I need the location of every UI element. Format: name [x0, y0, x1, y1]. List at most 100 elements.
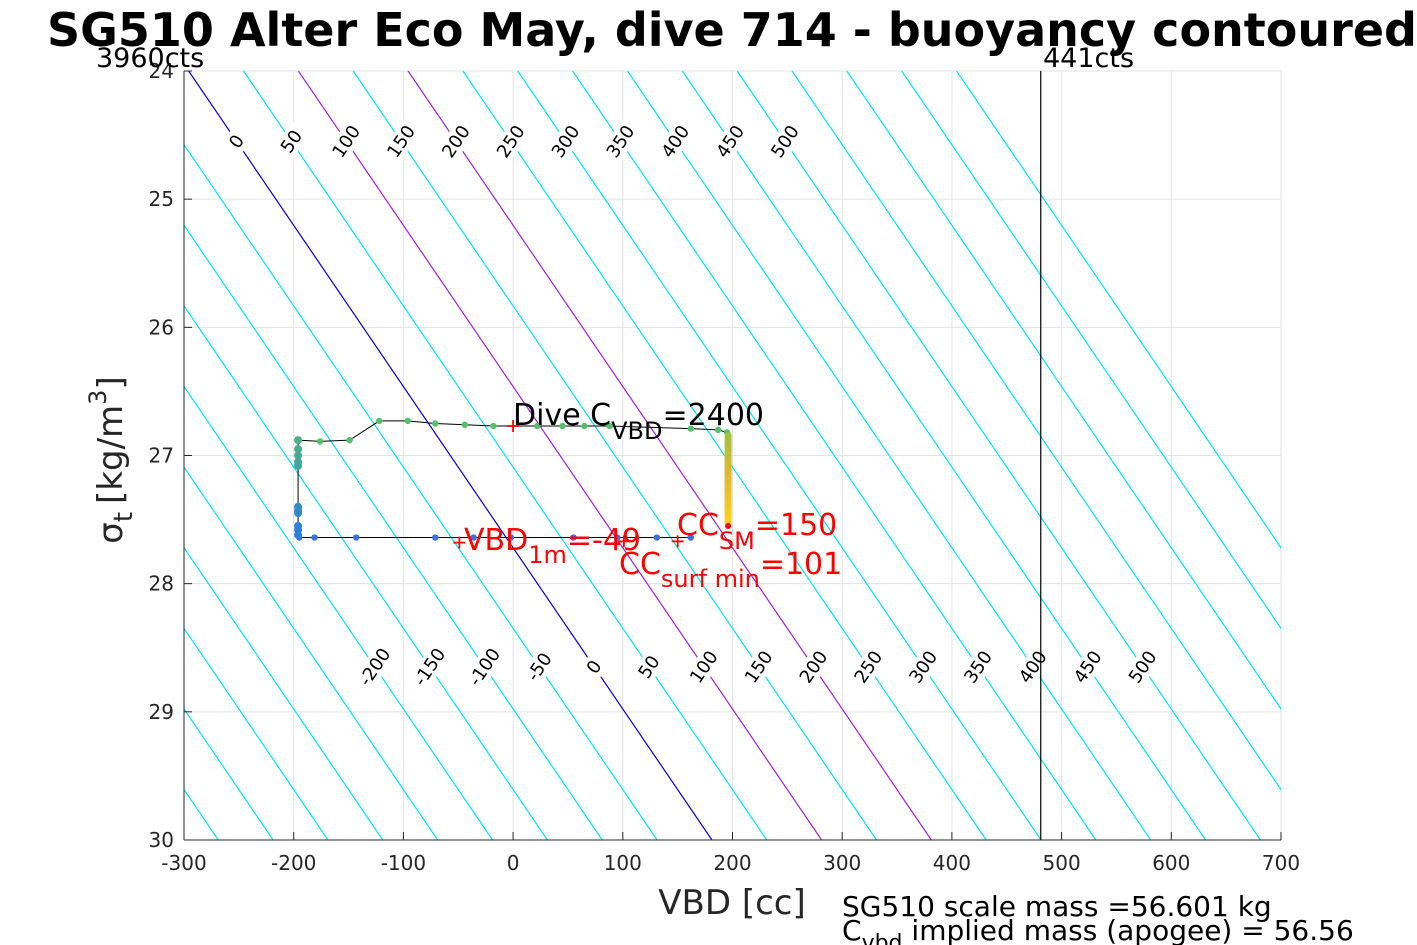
vbd-1m-main: VBD — [464, 523, 528, 558]
buoyancy-contours — [184, 71, 1281, 840]
up-track-point — [606, 422, 613, 430]
dive-track — [294, 417, 732, 541]
vbd-1m-annotation: VBD1m=-49 — [464, 523, 641, 569]
up-track-point — [461, 421, 469, 428]
top-contour-label-bg — [601, 121, 640, 162]
top-contour-label-bg — [547, 121, 585, 162]
contour-line — [184, 546, 384, 840]
turn-point — [294, 461, 303, 470]
contour-line — [901, 71, 1281, 630]
surface-column — [724, 432, 732, 526]
up-track-point — [490, 422, 497, 430]
x-tick-label: 300 — [823, 851, 861, 875]
cc-contour — [297, 71, 823, 840]
x-tick-label: -200 — [271, 851, 316, 875]
bottom-contour-label-bg — [849, 646, 888, 688]
cc-sm-annotation: CCSM=150 — [677, 508, 837, 555]
x-tick-label: -100 — [381, 851, 426, 875]
markers — [453, 420, 732, 549]
bottom-contour-label-bg — [740, 646, 778, 688]
dive-cvbd-main: Dive C — [513, 398, 611, 433]
axes: -300 -200 -100 0 100 200 300 400 500 600 700 24 25 26… — [149, 59, 1301, 875]
cc-sm-dot — [725, 522, 732, 529]
cc-sm-value: =150 — [755, 508, 837, 543]
y-tick-label: 29 — [149, 700, 174, 724]
bottom-contour-label-bg — [794, 646, 833, 688]
cc-contour — [407, 71, 932, 840]
down-track-point — [653, 534, 661, 541]
up-track-point — [404, 417, 411, 425]
turn-point — [294, 530, 303, 539]
bottom-contour-label-bg — [904, 646, 942, 688]
contour-line — [681, 71, 1207, 840]
contour-line — [517, 71, 1042, 840]
cc-sm-marker — [671, 535, 684, 548]
y-tick-label: 24 — [149, 59, 174, 83]
bottom-contour-label-bg — [356, 646, 394, 688]
up-track-point — [432, 420, 439, 427]
bottom-contour-label-bg — [575, 646, 613, 688]
contour-line — [352, 71, 877, 840]
down-track-point — [570, 534, 577, 541]
down-track-point — [507, 534, 515, 541]
top-contour-label-bg — [437, 121, 475, 162]
dive-cvbd-annotation: Dive CVBD=2400 — [513, 398, 764, 445]
bottom-contour-label-bg — [465, 646, 504, 688]
cc-surf-min-annotation: CCsurf min=101 — [619, 547, 842, 593]
up-track-point — [687, 425, 695, 432]
implied-mass-sub: vbd — [862, 931, 903, 945]
cc-surf-min-marker — [617, 535, 630, 548]
top-contour-label-bg — [766, 121, 804, 162]
zero-buoyancy-contour — [188, 71, 713, 840]
cc-surf-min-sub: surf min — [661, 565, 760, 593]
bottom-contour-label-bg — [630, 646, 668, 688]
implied-mass-symbol: C — [842, 914, 862, 945]
bottom-contour-label-bg — [520, 646, 559, 688]
bottom-contour-label-bg — [959, 646, 997, 688]
contour-line — [846, 71, 1281, 711]
top-contour-label-bg — [272, 121, 311, 162]
implied-mass-footer: Cvbd implied mass (apogee) = 56.56 — [842, 914, 1354, 945]
y-axis-label-close: ] — [91, 376, 131, 389]
down-track-point — [470, 534, 477, 541]
bottom-contour-label-bg — [410, 646, 449, 688]
y-tick-label: 26 — [149, 315, 174, 339]
x-tick-label: 700 — [1262, 851, 1300, 875]
contour-line — [736, 71, 1261, 840]
turn-point — [294, 451, 303, 460]
top-contour-label-bg — [711, 121, 749, 162]
contour-line — [791, 71, 1281, 791]
down-track-point — [353, 534, 360, 541]
x-tick-label: 100 — [604, 851, 642, 875]
contour-line — [626, 71, 1152, 840]
vbd-1m-value: =-49 — [567, 523, 641, 558]
dive-cvbd-value: =2400 — [663, 398, 764, 433]
down-track-point — [311, 534, 318, 541]
top-contour-label-bg — [382, 121, 420, 162]
up-track-point — [559, 422, 566, 430]
dive-cvbd-marker — [507, 420, 520, 433]
contour-line — [243, 71, 768, 840]
turn-point — [294, 445, 303, 454]
contour-line — [184, 385, 494, 840]
chart-title: SG510 Alter Eco May, dive 714 - buoyancy… — [47, 3, 1417, 57]
y-axis-label-units: [kg/m — [91, 405, 131, 504]
x-axis-label: VBD [cc] — [658, 883, 806, 923]
contour-line — [184, 143, 658, 840]
cc-sm-main: CC — [677, 508, 719, 543]
up-track-point — [715, 426, 722, 434]
left-counts-label: 3960cts — [96, 43, 204, 74]
y-tick-label: 25 — [149, 187, 174, 211]
top-contour-label-bg — [656, 121, 695, 162]
up-track-point — [581, 422, 588, 430]
x-tick-label: -300 — [161, 851, 206, 875]
contour-line — [572, 71, 1097, 840]
up-track-point — [376, 417, 383, 425]
top-contour-label-bg — [217, 121, 256, 162]
contour-line — [184, 224, 603, 840]
contour-line — [956, 71, 1281, 549]
cc-surf-min-value: =101 — [760, 547, 842, 582]
down-track-point — [432, 534, 439, 541]
y-tick-label: 30 — [149, 828, 174, 852]
